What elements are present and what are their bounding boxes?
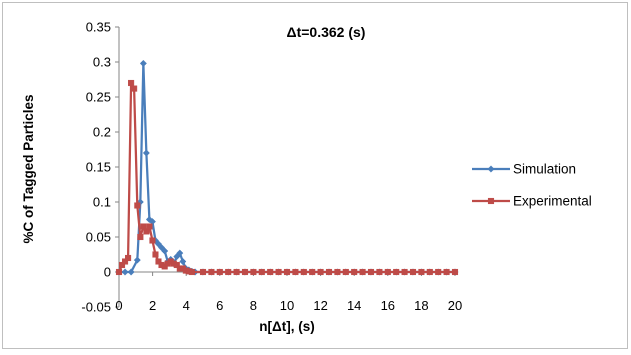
legend-swatch-marker	[487, 165, 495, 173]
y-tick-label: -0.05	[81, 300, 111, 315]
data-point	[233, 268, 240, 276]
legend-item-experimental: Experimental	[472, 194, 592, 209]
data-point	[208, 268, 215, 276]
x-tick-label: 16	[381, 298, 395, 313]
y-axis-title: %C of Tagged Particles	[21, 94, 36, 243]
x-tick-label: 18	[414, 298, 428, 313]
x-tick-label: 20	[448, 298, 462, 313]
data-point	[275, 268, 282, 276]
x-tick-labels: 0 2 4 6 8 10 12 14 16 18 20	[115, 298, 462, 313]
x-tick-label: 6	[216, 298, 223, 313]
data-point	[125, 254, 132, 262]
data-point	[216, 268, 223, 276]
data-point	[325, 268, 333, 276]
legend-label: Simulation	[513, 162, 576, 177]
data-point	[384, 268, 391, 276]
legend: Simulation Experimental	[472, 162, 592, 209]
data-point	[451, 268, 459, 276]
series-layer	[115, 59, 459, 276]
data-point	[342, 268, 349, 276]
y-tick-label: 0.05	[86, 230, 111, 245]
data-point	[351, 268, 358, 276]
y-tick-label: 0.2	[93, 125, 111, 140]
data-point	[139, 59, 147, 67]
y-tick-labels: -0.05 0 0.05 0.1 0.15 0.2 0.25 0.3 0.35	[81, 20, 111, 315]
data-point	[134, 202, 141, 209]
legend-swatch-marker	[487, 197, 495, 205]
data-point	[359, 268, 366, 276]
data-point	[334, 268, 341, 276]
chart-area: -0.05 0 0.05 0.1 0.15 0.2 0.25 0.3 0.35 0 2 4 6 8 10 1…	[2, 2, 628, 349]
data-point	[267, 268, 274, 276]
data-point	[146, 223, 153, 230]
data-point	[409, 268, 417, 276]
y-tick-label: 0.3	[93, 55, 111, 70]
data-point	[309, 268, 316, 276]
x-tick-label: 10	[280, 298, 294, 313]
x-tick-label: 14	[347, 298, 361, 313]
legend-item-simulation: Simulation	[472, 162, 576, 177]
series-experimental	[115, 79, 459, 276]
data-point	[137, 233, 144, 241]
data-point	[292, 268, 299, 276]
data-point	[142, 149, 150, 157]
data-point	[376, 268, 383, 276]
legend-label: Experimental	[513, 194, 592, 209]
chart-svg: -0.05 0 0.05 0.1 0.15 0.2 0.25 0.3 0.35 0 2 4 6 8 10 1…	[21, 20, 592, 335]
data-point	[128, 79, 135, 87]
data-point	[115, 268, 123, 276]
x-tick-label: 2	[149, 298, 156, 313]
x-axis-title: n[Δt], (s)	[259, 319, 314, 334]
data-point	[426, 268, 433, 276]
x-tick-label: 8	[250, 298, 257, 313]
data-point	[418, 268, 425, 276]
x-tick-label: 0	[115, 298, 122, 313]
data-point	[250, 268, 257, 276]
series-line	[119, 62, 455, 274]
data-point	[443, 268, 450, 276]
data-point	[241, 268, 249, 276]
data-point	[127, 268, 135, 276]
data-point	[317, 268, 324, 276]
data-point	[225, 268, 232, 276]
data-point	[121, 268, 129, 276]
x-tick-label: 4	[183, 298, 190, 313]
data-point	[401, 268, 408, 276]
data-point	[300, 268, 307, 276]
series-simulation	[115, 59, 459, 276]
data-point	[161, 247, 169, 255]
data-point	[152, 251, 159, 258]
data-point	[176, 249, 184, 257]
y-tick-label: 0.25	[86, 90, 111, 105]
chart-title: Δt=0.362 (s)	[287, 24, 366, 40]
data-point	[258, 268, 265, 276]
y-tick-label: 0	[104, 265, 111, 280]
series-line	[117, 81, 455, 274]
data-point	[131, 85, 138, 92]
data-point	[149, 237, 156, 244]
data-point	[133, 256, 141, 264]
data-point	[179, 257, 187, 266]
y-tick-label: 0.35	[86, 20, 111, 35]
x-tick-label: 12	[313, 298, 327, 313]
data-point	[283, 268, 291, 276]
data-point	[435, 268, 442, 276]
data-point	[393, 268, 400, 276]
data-point	[367, 268, 375, 276]
y-tick-label: 0.15	[86, 160, 111, 175]
y-tick-label: 0.1	[93, 195, 111, 210]
data-point	[199, 268, 207, 276]
data-point	[188, 268, 195, 276]
